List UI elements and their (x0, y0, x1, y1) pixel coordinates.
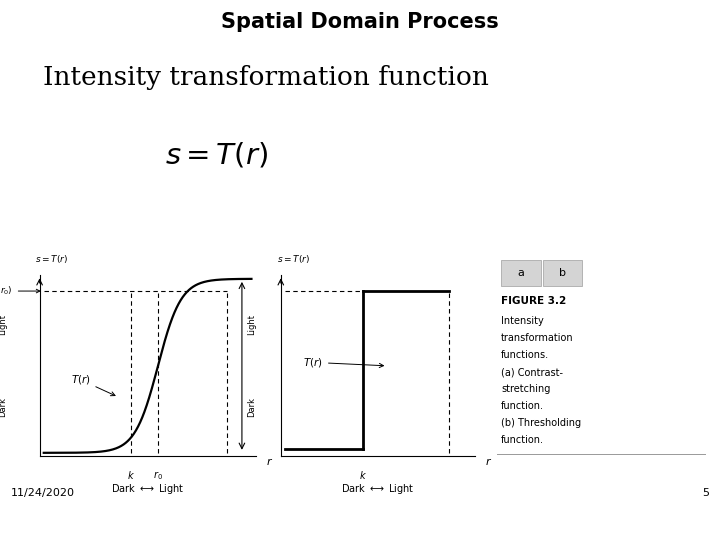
Text: transformation: transformation (501, 333, 574, 343)
Text: Spatial Domain Process: Spatial Domain Process (221, 12, 499, 32)
Text: (b) Thresholding: (b) Thresholding (501, 418, 581, 428)
Text: Dark $\longleftrightarrow$ Light: Dark $\longleftrightarrow$ Light (341, 482, 415, 496)
Text: b: b (559, 268, 566, 279)
Bar (501, 260, 541, 286)
Text: Dark $\longleftrightarrow$ Light: Dark $\longleftrightarrow$ Light (111, 482, 184, 496)
Text: Dark: Dark (247, 397, 256, 417)
Text: 11/24/2020: 11/24/2020 (11, 488, 75, 498)
Text: $s = T(r)$: $s = T(r)$ (165, 140, 267, 169)
Text: 5: 5 (702, 488, 709, 498)
Text: functions.: functions. (501, 350, 549, 360)
Text: Dark: Dark (0, 397, 7, 417)
Text: $s = T(r)$: $s = T(r)$ (35, 253, 68, 265)
Text: $T(r)$: $T(r)$ (303, 356, 384, 369)
Text: $s = T(r)$: $s = T(r)$ (277, 253, 310, 265)
Text: $r_0$: $r_0$ (153, 469, 163, 482)
Text: Intensity transformation function: Intensity transformation function (43, 65, 489, 90)
Text: $r$: $r$ (266, 456, 274, 467)
Text: $s_0 = T(r_0)$: $s_0 = T(r_0)$ (0, 285, 40, 298)
Text: $T(r)$: $T(r)$ (71, 373, 115, 396)
Text: FIGURE 3.2: FIGURE 3.2 (501, 296, 566, 307)
Text: stretching: stretching (501, 384, 550, 394)
Text: function.: function. (501, 401, 544, 411)
Text: $k$: $k$ (127, 469, 135, 481)
Text: Light: Light (247, 314, 256, 335)
Text: (a) Contrast-: (a) Contrast- (501, 367, 563, 377)
Text: function.: function. (501, 435, 544, 445)
Text: $r$: $r$ (485, 456, 492, 467)
Bar (543, 260, 582, 286)
Text: Light: Light (0, 314, 7, 335)
Text: $k$: $k$ (359, 469, 367, 481)
Text: Intensity: Intensity (501, 316, 544, 327)
Text: a: a (518, 268, 524, 279)
